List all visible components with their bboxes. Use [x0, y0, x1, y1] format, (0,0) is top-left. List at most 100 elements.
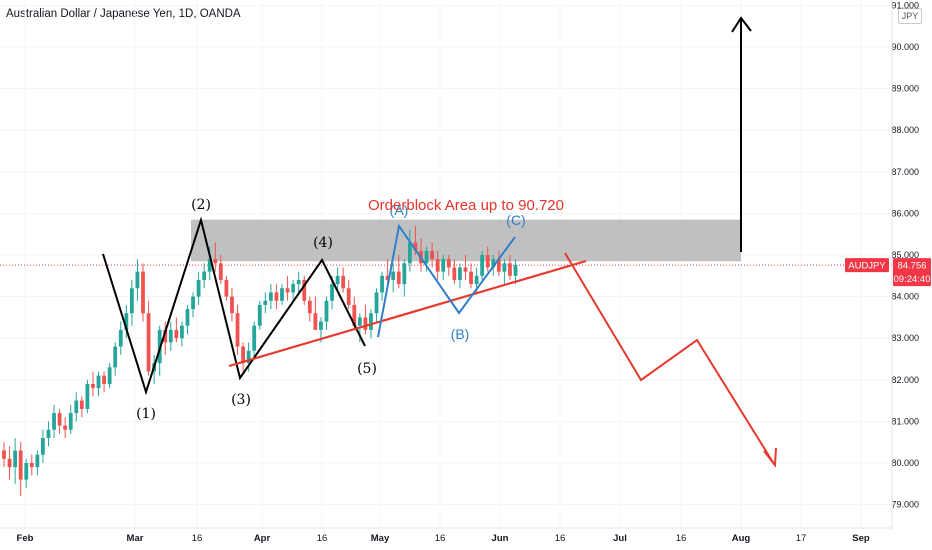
candle-body [68, 413, 73, 430]
candle-body [118, 329, 123, 347]
candle [96, 371, 101, 397]
candle-body [113, 346, 118, 368]
x-tick-label: 16 [192, 533, 203, 544]
candle-body [57, 413, 62, 426]
candle-body [18, 450, 23, 480]
candle-body [463, 267, 468, 272]
candle [168, 321, 173, 351]
chart-title: Australian Dollar / Japanese Yen, 1D, OA… [6, 8, 241, 20]
candle-body [407, 242, 412, 264]
projection-arrowhead [763, 447, 777, 468]
candle-body [313, 313, 318, 330]
candle [285, 275, 290, 301]
y-tick-label: 80.000 [891, 458, 919, 468]
candle-body [513, 264, 518, 276]
candle-body [380, 275, 384, 293]
candle [46, 421, 51, 447]
candle-body [129, 288, 134, 314]
candle-body [146, 313, 151, 372]
candle [230, 288, 234, 322]
candle-body [391, 271, 396, 280]
candle [346, 279, 351, 310]
x-tick-label: Feb [17, 533, 34, 544]
candle-body [263, 300, 268, 305]
candle [7, 446, 12, 480]
candle-body [85, 383, 90, 409]
candle-body [257, 304, 262, 326]
candle-body [285, 288, 290, 293]
candle [191, 292, 195, 318]
candle-body [291, 284, 296, 293]
y-tick-label: 83.000 [891, 333, 919, 343]
candle-body [213, 259, 218, 264]
candle [68, 404, 73, 434]
candle-body [185, 309, 190, 326]
candle [280, 284, 284, 305]
candle [118, 321, 123, 355]
candle [263, 292, 268, 314]
candle-body [307, 300, 312, 314]
x-tick-label: 16 [435, 533, 446, 544]
current-price-text: 84.756 [897, 261, 926, 272]
candle [374, 288, 379, 322]
price-badge: AUDJPY 84.756 09:24:40 [845, 258, 931, 287]
candle [363, 304, 368, 335]
candle-body [274, 292, 279, 301]
y-tick-label: 89.000 [891, 84, 919, 94]
candle-body [502, 263, 507, 272]
candle-body [508, 263, 512, 276]
wave-label-1: (1) [136, 406, 156, 422]
currency-label[interactable]: JPY [898, 8, 922, 24]
abc-correction-line [377, 223, 516, 338]
candle [485, 246, 490, 272]
candle-body [13, 450, 18, 468]
candle-body [341, 275, 346, 289]
y-tick-label: 90.000 [891, 42, 919, 52]
y-tick-label: 79.000 [891, 500, 919, 510]
candle-body [424, 250, 429, 264]
candle [224, 275, 229, 301]
candle [202, 263, 207, 289]
candle-body [369, 313, 373, 330]
candle-body [102, 375, 106, 384]
candle [241, 342, 245, 372]
candle-body [63, 425, 68, 430]
candle [180, 321, 184, 347]
candle-body [474, 275, 479, 285]
candle-body [91, 383, 95, 389]
candle [496, 250, 501, 276]
candle [63, 417, 68, 439]
candle [441, 255, 446, 280]
wave-label-c: (C) [506, 212, 525, 228]
candle-body [324, 300, 329, 322]
orderblock-rect [191, 219, 741, 262]
candle-body [446, 259, 451, 268]
candle-body [74, 400, 79, 414]
y-tick-label: 85.000 [891, 250, 919, 260]
candle [135, 259, 140, 301]
candle [313, 296, 318, 330]
candle [174, 317, 179, 343]
candle [296, 271, 301, 293]
candle-body [218, 263, 223, 280]
candle-body [458, 267, 462, 280]
candle [141, 263, 145, 322]
candle [2, 442, 6, 468]
candle [57, 408, 62, 434]
candle-body [441, 259, 446, 272]
candle [74, 392, 79, 422]
candle [91, 371, 95, 397]
candle-body [107, 367, 112, 384]
impulse-wave-line [102, 216, 366, 396]
candle [235, 304, 240, 355]
candle [502, 259, 507, 285]
candle [252, 321, 257, 359]
candle-body [41, 438, 45, 455]
candle-body [52, 413, 56, 430]
candle [458, 263, 462, 289]
candle-body [296, 279, 301, 285]
wave-label-5: (5) [357, 361, 377, 377]
candle-body [252, 325, 257, 351]
candle-body [357, 317, 362, 326]
